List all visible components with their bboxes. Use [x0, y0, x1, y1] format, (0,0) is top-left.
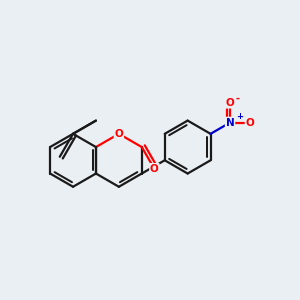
Text: O: O — [150, 164, 159, 174]
Text: +: + — [236, 112, 243, 121]
Text: -: - — [236, 94, 240, 103]
Text: O: O — [226, 98, 234, 108]
Text: N: N — [226, 118, 234, 128]
Text: O: O — [115, 129, 123, 139]
Text: O: O — [245, 118, 254, 128]
